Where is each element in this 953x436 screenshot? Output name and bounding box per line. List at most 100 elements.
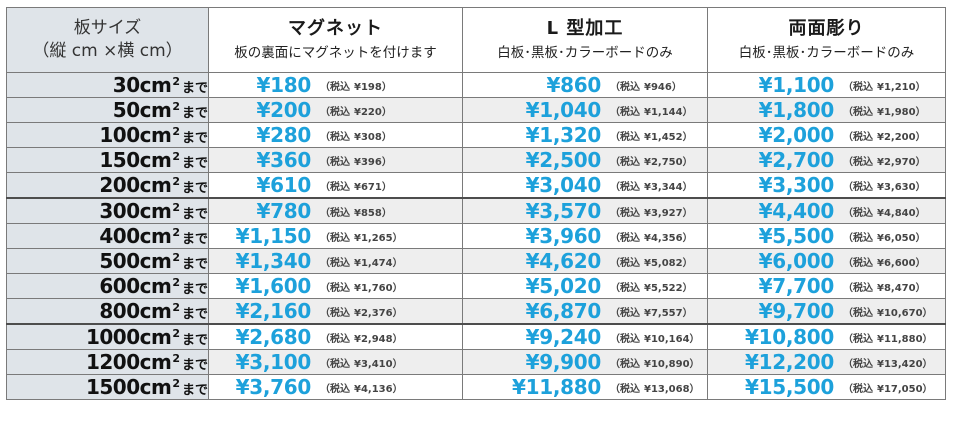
size-suffix: まで — [181, 181, 208, 196]
size-cell: 1500cm2 まで — [6, 374, 209, 400]
table-row: 1000cm2 まで ¥2,680 （税込 ¥2,948） ¥9,240 （税込 ¥10,16… — [6, 323, 946, 350]
tax-close: ） — [682, 282, 693, 294]
tax-close: ） — [682, 156, 693, 168]
price-value: ¥3,300 — [758, 173, 835, 197]
tax-close: ） — [915, 131, 926, 143]
tax-label: （税込 — [320, 106, 350, 118]
tax-label: （税込 — [843, 207, 873, 219]
price-cell-both: ¥10,800 （税込 ¥11,880） — [707, 323, 946, 350]
tax-value: ¥1,144 — [644, 106, 683, 118]
price-cell-lframe: ¥9,240 （税込 ¥10,164） — [462, 323, 708, 350]
tax-label: （税込 — [843, 307, 873, 319]
tax-close: ） — [682, 131, 693, 143]
price-tax-included: （税込 ¥1,144） — [610, 103, 705, 118]
price-cell-magnet: ¥2,160 （税込 ¥2,376） — [208, 298, 463, 325]
price-cell-lframe: ¥3,570 （税込 ¥3,927） — [462, 197, 708, 224]
tax-label: （税込 — [610, 207, 640, 219]
price-tax-included: （税込 ¥17,050） — [843, 380, 943, 395]
size-suffix: まで — [181, 232, 208, 247]
price-cell-lframe: ¥1,320 （税込 ¥1,452） — [462, 122, 708, 148]
size-value: 50cm — [112, 98, 172, 122]
size-unit-superscript: 2 — [172, 301, 180, 314]
price-value: ¥15,500 — [745, 375, 834, 399]
size-value: 200cm — [99, 173, 172, 197]
size-cell: 150cm2 まで — [6, 147, 209, 173]
price-tax-included: （税込 ¥3,410） — [320, 355, 440, 370]
header-lframe-title: L 型加工 — [546, 18, 624, 39]
size-value: 1200cm — [85, 350, 172, 374]
size-cell: 600cm2 まで — [6, 273, 209, 299]
tax-label: （税込 — [610, 131, 640, 143]
price-value: ¥280 — [256, 123, 312, 147]
price-value: ¥11,880 — [512, 375, 601, 399]
tax-close: ） — [682, 307, 693, 319]
size-suffix: まで — [181, 106, 208, 121]
tax-label: （税込 — [320, 131, 350, 143]
tax-label: （税込 — [610, 257, 640, 269]
tax-label: （税込 — [320, 307, 350, 319]
price-value: ¥2,680 — [235, 325, 312, 349]
price-cell-lframe: ¥5,020 （税込 ¥5,522） — [462, 273, 708, 299]
tax-value: ¥2,376 — [354, 307, 393, 319]
size-suffix: まで — [181, 383, 208, 398]
price-cell-lframe: ¥2,500 （税込 ¥2,750） — [462, 147, 708, 173]
price-tax-included: （税込 ¥1,474） — [320, 254, 440, 269]
tax-close: ） — [392, 282, 403, 294]
size-unit-superscript: 2 — [172, 251, 180, 264]
tax-label: （税込 — [610, 156, 640, 168]
table-row: 50cm2 まで ¥200 （税込 ¥220） ¥1,040 （税込 ¥1,144） ¥1,80… — [6, 97, 946, 123]
tax-value: ¥17,050 — [877, 383, 923, 395]
tax-close: ） — [915, 282, 926, 294]
size-unit-superscript: 2 — [172, 125, 180, 138]
size-suffix: まで — [181, 156, 208, 171]
tax-value: ¥4,840 — [877, 207, 916, 219]
price-value: ¥2,500 — [525, 148, 602, 172]
table-row: 30cm2 まで ¥180 （税込 ¥198） ¥860 （税込 ¥946） ¥1,100 （税込… — [6, 72, 946, 98]
price-table-body: 30cm2 まで ¥180 （税込 ¥198） ¥860 （税込 ¥946） ¥1,100 （税込… — [6, 72, 946, 400]
tax-value: ¥1,265 — [354, 232, 393, 244]
price-value: ¥2,700 — [758, 148, 835, 172]
price-cell-both: ¥1,800 （税込 ¥1,980） — [707, 97, 946, 123]
tax-close: ） — [392, 333, 403, 345]
price-value: ¥860 — [546, 73, 602, 97]
size-unit-superscript: 2 — [172, 276, 180, 289]
tax-value: ¥5,082 — [644, 257, 683, 269]
price-tax-included: （税込 ¥1,980） — [843, 103, 943, 118]
price-tax-included: （税込 ¥6,050） — [843, 229, 943, 244]
header-magnet-sub: 板の裏面にマグネットを付けます — [234, 45, 437, 61]
tax-value: ¥13,420 — [877, 358, 923, 370]
price-tax-included: （税込 ¥11,880） — [843, 330, 943, 345]
price-tax-included: （税込 ¥13,420） — [843, 355, 943, 370]
size-value: 100cm — [99, 123, 172, 147]
tax-close: ） — [915, 257, 926, 269]
price-cell-magnet: ¥1,150 （税込 ¥1,265） — [208, 223, 463, 249]
tax-label: （税込 — [843, 257, 873, 269]
price-tax-included: （税込 ¥2,376） — [320, 304, 440, 319]
size-unit-superscript: 2 — [172, 377, 180, 390]
size-cell: 300cm2 まで — [6, 197, 209, 224]
size-cell: 800cm2 まで — [6, 298, 209, 325]
tax-value: ¥7,557 — [644, 307, 683, 319]
header-row: 板サイズ （縦 cm ×横 cm） マグネット 板の裏面にマグネットを付けます … — [6, 7, 946, 73]
tax-close: ） — [922, 358, 933, 370]
price-value: ¥180 — [256, 73, 312, 97]
price-tax-included: （税込 ¥5,082） — [610, 254, 705, 269]
tax-value: ¥308 — [354, 131, 382, 143]
price-value: ¥4,620 — [525, 249, 602, 273]
price-value: ¥780 — [256, 199, 312, 223]
price-value: ¥1,100 — [758, 73, 835, 97]
price-tax-included: （税込 ¥10,890） — [610, 355, 705, 370]
tax-label: （税込 — [320, 358, 350, 370]
price-value: ¥3,960 — [525, 224, 602, 248]
tax-label: （税込 — [843, 333, 873, 345]
price-tax-included: （税込 ¥10,670） — [843, 304, 943, 319]
tax-label: （税込 — [610, 232, 640, 244]
table-row: 1500cm2 まで ¥3,760 （税込 ¥4,136） ¥11,880 （税込 ¥13,0… — [6, 374, 946, 400]
price-cell-lframe: ¥1,040 （税込 ¥1,144） — [462, 97, 708, 123]
table-row: 500cm2 まで ¥1,340 （税込 ¥1,474） ¥4,620 （税込 ¥5,082）… — [6, 248, 946, 274]
table-row: 1200cm2 まで ¥3,100 （税込 ¥3,410） ¥9,900 （税込 ¥10,89… — [6, 349, 946, 375]
size-cell: 400cm2 まで — [6, 223, 209, 249]
price-cell-both: ¥12,200 （税込 ¥13,420） — [707, 349, 946, 375]
price-value: ¥9,240 — [525, 325, 602, 349]
tax-value: ¥198 — [354, 81, 382, 93]
